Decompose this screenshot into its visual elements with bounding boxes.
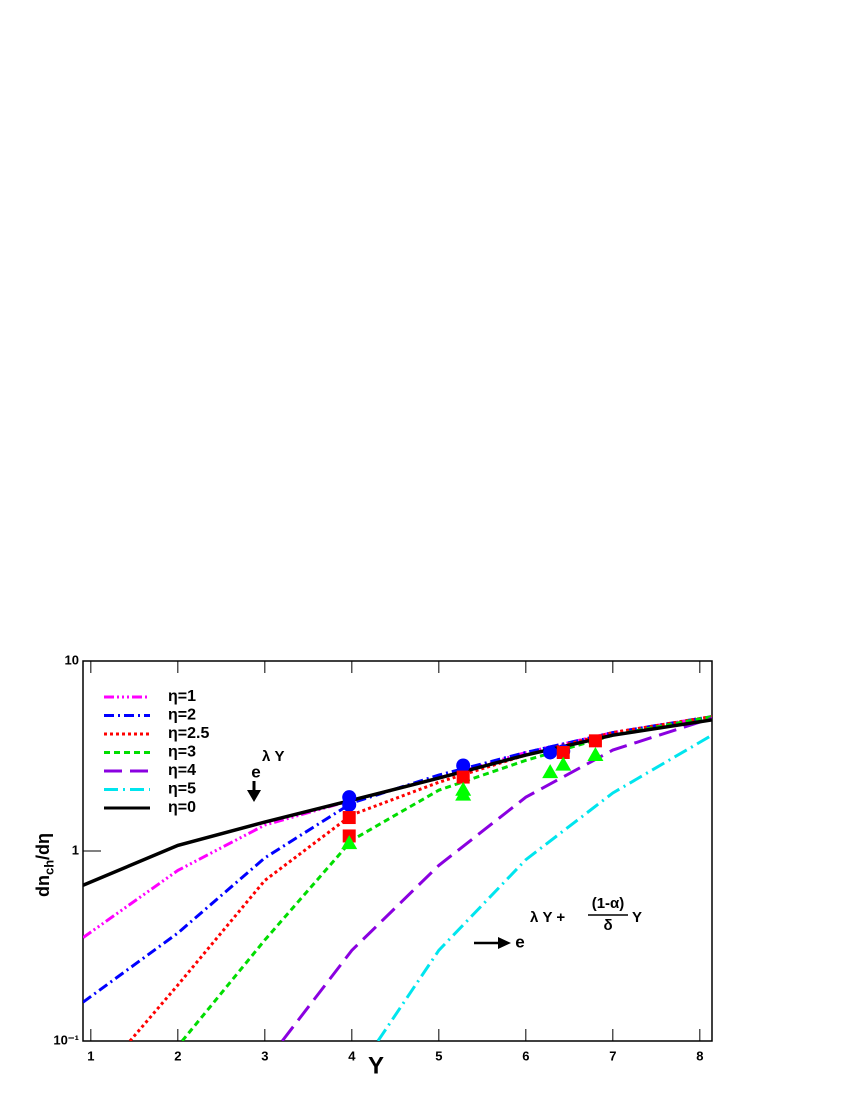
annotation-numerator: (1-α) bbox=[592, 895, 625, 912]
annotation-denominator: δ bbox=[603, 917, 612, 934]
arrow-head bbox=[498, 937, 511, 949]
legend-label: η=0 bbox=[168, 799, 196, 816]
legend-label: η=2.5 bbox=[168, 725, 209, 742]
marker bbox=[555, 756, 572, 771]
legend-label: η=3 bbox=[168, 744, 196, 761]
annotation-base: e bbox=[515, 932, 524, 951]
x-tick-label: 8 bbox=[696, 1048, 703, 1063]
y-tick-label: 10 bbox=[65, 652, 79, 667]
y-label-sub: ch bbox=[41, 860, 56, 875]
marker bbox=[342, 797, 357, 812]
series-line bbox=[181, 715, 712, 1041]
x-tick-label: 4 bbox=[348, 1048, 356, 1063]
x-tick-label: 2 bbox=[174, 1048, 181, 1063]
annotation-base: e bbox=[251, 762, 260, 781]
y-axis-label: dn ch /dη bbox=[33, 833, 57, 897]
y-tick-label: 10⁻¹ bbox=[53, 1032, 79, 1047]
marker bbox=[543, 745, 558, 760]
marker bbox=[587, 747, 604, 762]
y-label-main: dn bbox=[33, 875, 53, 897]
series-line bbox=[376, 733, 712, 1041]
marker bbox=[556, 745, 570, 759]
marker bbox=[588, 734, 602, 748]
x-tick-label: 5 bbox=[435, 1048, 442, 1063]
x-tick-label: 3 bbox=[261, 1048, 268, 1063]
series-line bbox=[128, 715, 712, 1041]
x-tick-label: 6 bbox=[522, 1048, 529, 1063]
marker bbox=[542, 764, 559, 779]
series-line bbox=[281, 716, 712, 1041]
y-tick-label: 1 bbox=[72, 842, 79, 857]
x-tick-label: 7 bbox=[609, 1048, 616, 1063]
y-label-rest: /dη bbox=[33, 833, 53, 860]
annotation-exponent: λ Y bbox=[262, 748, 285, 765]
legend-label: η=2 bbox=[168, 707, 196, 724]
marker bbox=[456, 758, 471, 773]
x-axis-label: Y bbox=[368, 1052, 384, 1079]
x-tick-label: 1 bbox=[87, 1048, 94, 1063]
annotation-exponent: λ Y + bbox=[530, 909, 565, 926]
marker bbox=[341, 835, 358, 850]
marker bbox=[456, 770, 470, 784]
legend-label: η=4 bbox=[168, 762, 196, 779]
legend-label: η=5 bbox=[168, 781, 196, 798]
annotation-exponent: Y bbox=[632, 909, 642, 926]
marker bbox=[455, 786, 472, 801]
arrow-head bbox=[247, 790, 261, 802]
legend-label: η=1 bbox=[168, 688, 196, 705]
marker bbox=[342, 811, 356, 825]
